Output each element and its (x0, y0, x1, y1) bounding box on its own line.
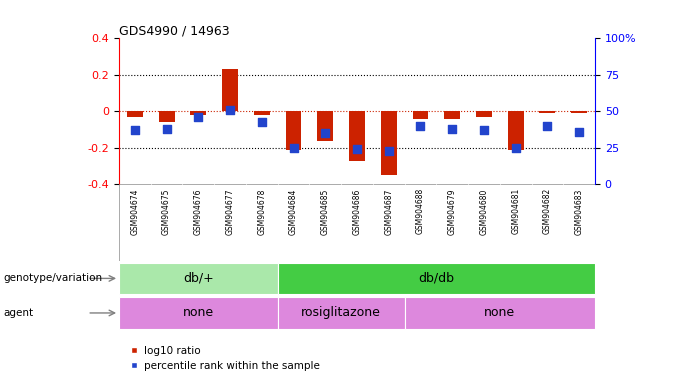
Point (320, 130, 330, 136)
Point (161, 126, 172, 132)
Point (224, 107, 235, 113)
Bar (119, 184, 595, 261)
Text: GSM904675: GSM904675 (162, 188, 171, 235)
Text: GSM904682: GSM904682 (543, 188, 552, 234)
Bar (119, 263, 277, 294)
Point (542, 123, 553, 129)
Bar (127, 111, 143, 117)
Point (129, 127, 140, 133)
Text: GSM904677: GSM904677 (226, 188, 235, 235)
Bar (413, 111, 428, 119)
Text: GSM904674: GSM904674 (131, 188, 139, 235)
Point (352, 146, 362, 152)
Text: GSM904683: GSM904683 (575, 188, 583, 235)
Bar (158, 111, 175, 122)
Text: GSM904688: GSM904688 (416, 188, 425, 234)
Bar (349, 111, 365, 161)
Point (479, 127, 490, 133)
Text: GSM904685: GSM904685 (321, 188, 330, 235)
Text: db/+: db/+ (183, 272, 214, 285)
Text: none: none (484, 306, 515, 319)
Bar (222, 70, 238, 111)
Bar (277, 297, 405, 328)
Legend: log10 ratio, percentile rank within the sample: log10 ratio, percentile rank within the … (124, 341, 324, 375)
Text: rosiglitazone: rosiglitazone (301, 306, 381, 319)
Point (510, 145, 521, 151)
Bar (476, 111, 492, 117)
Text: none: none (183, 306, 214, 319)
Text: GSM904676: GSM904676 (194, 188, 203, 235)
Text: GSM904687: GSM904687 (384, 188, 393, 235)
Text: GSM904681: GSM904681 (511, 188, 520, 234)
Bar (119, 297, 277, 328)
Point (193, 114, 204, 120)
Text: GSM904680: GSM904680 (479, 188, 488, 235)
Bar (254, 111, 270, 115)
Bar (571, 111, 587, 113)
Point (447, 126, 458, 132)
Bar (318, 111, 333, 141)
Text: GSM904679: GSM904679 (447, 188, 457, 235)
Text: db/db: db/db (418, 272, 454, 285)
Bar (539, 111, 556, 113)
Bar (381, 111, 396, 175)
Point (415, 123, 426, 129)
Bar (277, 263, 595, 294)
Bar (508, 111, 524, 150)
Text: GSM904684: GSM904684 (289, 188, 298, 235)
Bar (444, 111, 460, 119)
Text: GDS4990 / 14963: GDS4990 / 14963 (119, 24, 230, 37)
Point (574, 129, 585, 135)
Point (384, 148, 394, 154)
Bar (286, 111, 301, 150)
Text: GSM904686: GSM904686 (352, 188, 362, 235)
Point (256, 119, 267, 125)
Text: genotype/variation: genotype/variation (3, 273, 103, 283)
Point (288, 145, 299, 151)
Bar (190, 111, 206, 115)
Text: GSM904678: GSM904678 (257, 188, 267, 235)
Text: agent: agent (3, 308, 33, 318)
Bar (405, 297, 595, 328)
